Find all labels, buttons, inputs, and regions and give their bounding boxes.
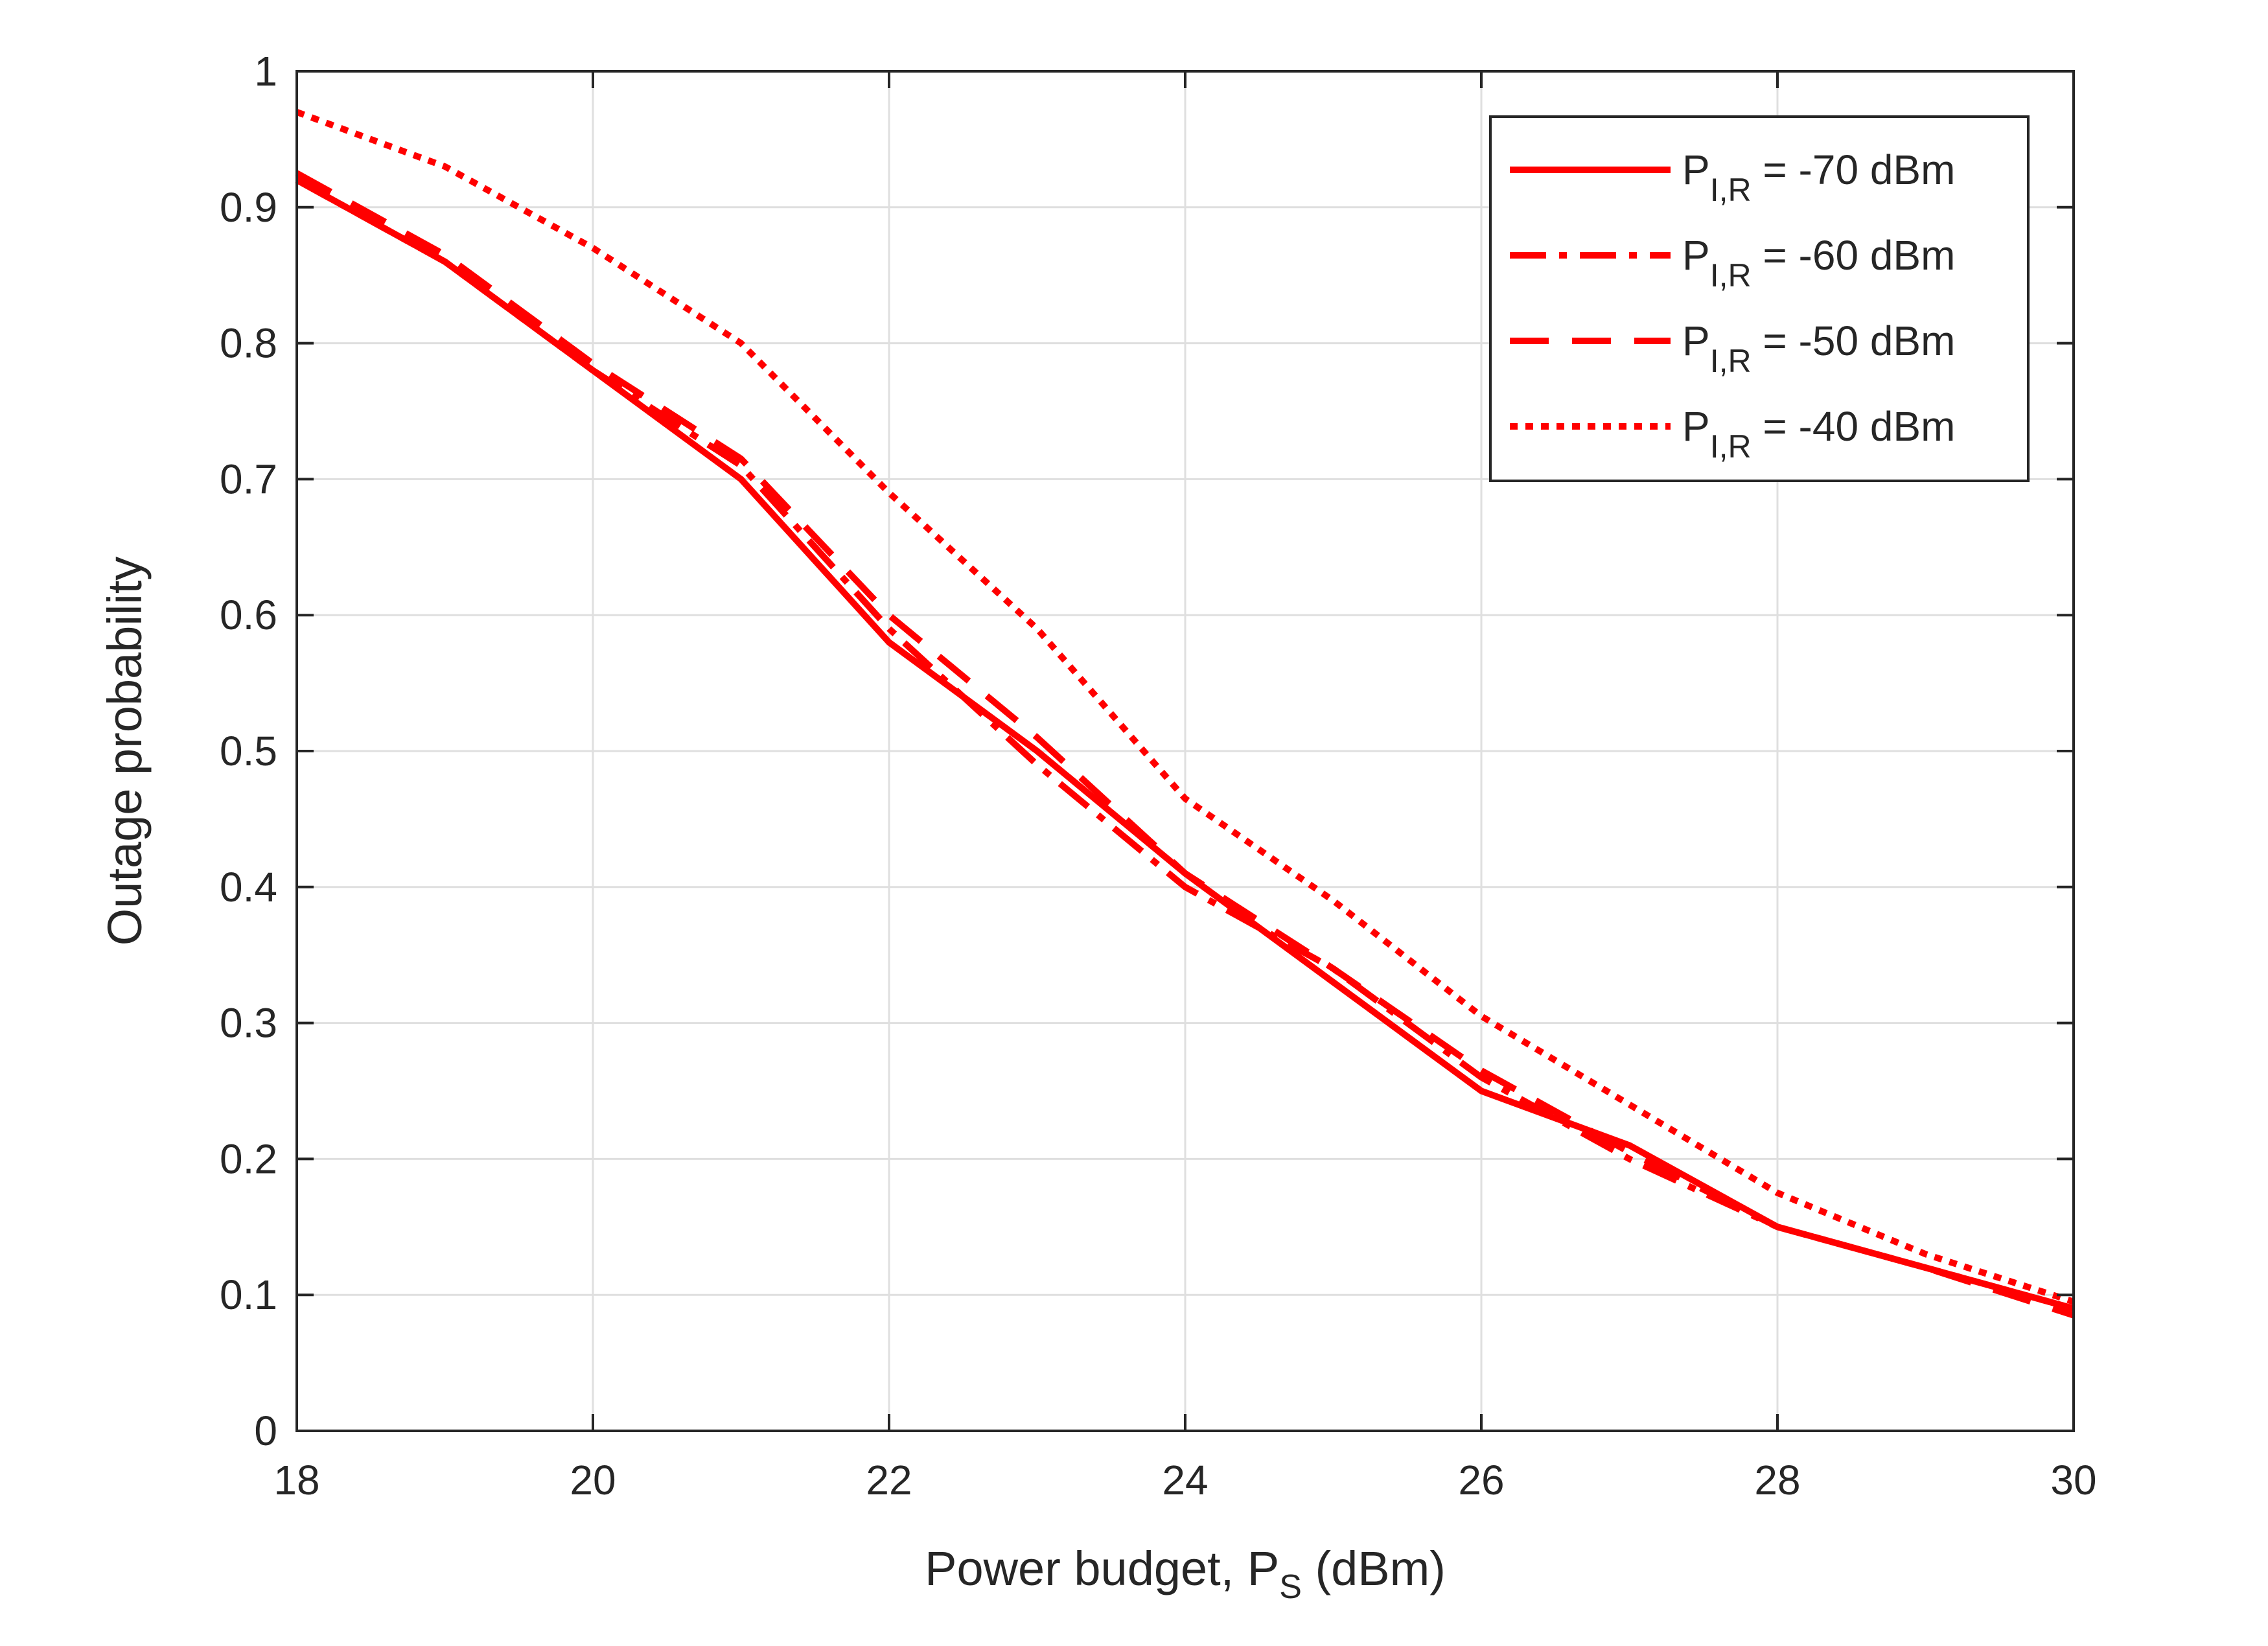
- x-tick-label: 22: [866, 1457, 912, 1503]
- y-axis-label: Outage probability: [98, 557, 152, 946]
- legend-box: [1489, 115, 2030, 482]
- legend-label-4: PI,R = -40 dBm: [1682, 403, 1955, 465]
- x-tick-label: 26: [1458, 1457, 1504, 1503]
- series-line-3: [295, 170, 2075, 1319]
- y-tick-label: 0.4: [220, 864, 277, 910]
- y-tick-label: 0.5: [220, 728, 277, 774]
- legend-label-3: PI,R = -50 dBm: [1682, 318, 1955, 379]
- x-tick-label: 20: [570, 1457, 616, 1503]
- y-tick-label: 0.2: [220, 1135, 277, 1182]
- y-tick-label: 0.3: [220, 1000, 277, 1047]
- x-tick-label: 24: [1162, 1457, 1208, 1503]
- y-tick-label: 0: [254, 1408, 277, 1454]
- x-axis-label: Power budget, PS (dBm): [925, 1542, 1446, 1606]
- y-tick-label: 0.8: [220, 320, 277, 367]
- x-tick-label: 28: [1754, 1457, 1800, 1503]
- series-layer: [295, 109, 2075, 1319]
- y-tick-label: 1: [254, 48, 277, 95]
- ticks: [295, 70, 2075, 1432]
- legend-label-1: PI,R = -70 dBm: [1682, 146, 1955, 208]
- legend-label-2: PI,R = -60 dBm: [1682, 232, 1955, 294]
- y-tick-label: 0.9: [220, 184, 277, 231]
- legend: PI,R = -70 dBm PI,R = -60 dBm PI,R = -50 d…: [1489, 115, 2030, 482]
- y-tick-label: 0.6: [220, 592, 277, 638]
- series-line-4: [295, 109, 2075, 1305]
- y-tick-label: 0.1: [220, 1271, 277, 1318]
- x-tick-label: 18: [273, 1457, 319, 1503]
- tick-labels: 18 20 22 24 26 28 30 0 0.1 0.2 0.3 0.4 0.5 0.6 0.7 0.8 0…: [220, 48, 2097, 1503]
- y-tick-label: 0.7: [220, 456, 277, 502]
- x-tick-label: 30: [2050, 1457, 2096, 1503]
